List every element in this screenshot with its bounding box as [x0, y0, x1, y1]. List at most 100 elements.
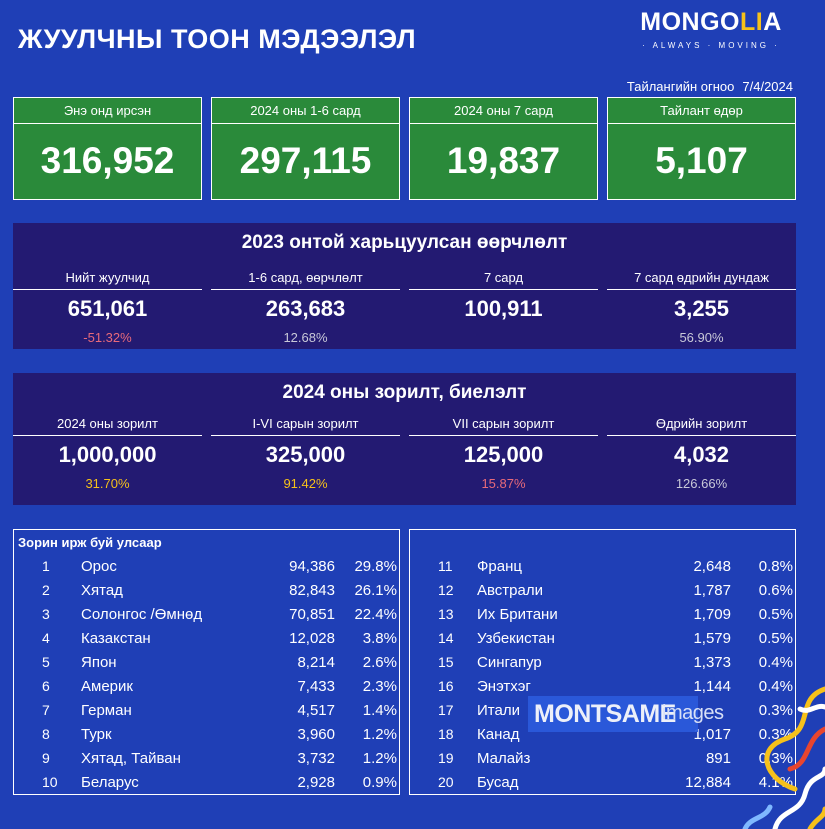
country-rank: 10 [42, 774, 58, 790]
country-rank: 15 [438, 654, 454, 670]
table-row: 2 Хятад 82,843 26.1% [14, 579, 401, 603]
country-percent: 26.1% [354, 582, 397, 599]
table-row: 4 Казакстан 12,028 3.8% [14, 627, 401, 651]
summary-card-label: 2024 оны 1-6 сард [212, 98, 399, 124]
report-date-value: 7/4/2024 [742, 79, 793, 94]
report-date: Тайлангийн огноо 7/4/2024 [627, 79, 793, 94]
country-rank: 5 [42, 654, 50, 670]
comparison-label: 7 сард өдрийн дундаж [607, 269, 796, 290]
comparison-title: 2023 онтой харьцуулсан өөрчлөлт [241, 232, 568, 253]
goal-percent: 31.70% [85, 476, 130, 491]
country-name: Энэтхэг [477, 678, 531, 695]
country-percent: 0.8% [758, 558, 793, 575]
country-name: Беларус [81, 774, 139, 791]
country-name: Казакстан [81, 630, 151, 647]
comparison-column: 7 сард 100,911 [409, 269, 598, 330]
table-row: 5 Япон 8,214 2.6% [14, 651, 401, 675]
country-name: Хятад, Тайван [81, 750, 181, 767]
country-count: 1,144 [693, 678, 731, 695]
goal-label: VII сарын зорилт [409, 415, 598, 436]
country-rank: 11 [438, 558, 453, 574]
country-rank: 14 [438, 630, 454, 646]
country-percent: 2.6% [362, 654, 397, 671]
country-rank: 4 [42, 630, 50, 646]
goal-percent: 91.42% [283, 476, 328, 491]
country-rank: 2 [42, 582, 50, 598]
country-name: Турк [81, 726, 112, 743]
table-row: 15 Сингапур 1,373 0.4% [410, 651, 797, 675]
table-row: 1 Орос 94,386 29.8% [14, 555, 401, 579]
comparison-panel: 2023 онтой харьцуулсан өөрчлөлт Нийт жуу… [13, 223, 796, 349]
country-percent: 3.8% [362, 630, 397, 647]
country-count: 94,386 [289, 558, 335, 575]
comparison-value: 100,911 [464, 296, 543, 321]
country-count: 2,648 [693, 558, 731, 575]
country-name: Малайз [477, 750, 531, 767]
country-name: Их Британи [477, 606, 558, 623]
goal-value: 325,000 [265, 442, 346, 467]
country-percent: 0.4% [758, 678, 793, 695]
country-percent: 0.5% [758, 630, 793, 647]
country-count: 70,851 [289, 606, 335, 623]
table-row: 7 Герман 4,517 1.4% [14, 699, 401, 723]
goal-percent: 15.87% [481, 476, 526, 491]
table-row: 13 Их Британи 1,709 0.5% [410, 603, 797, 627]
summary-card-label: 2024 оны 7 сард [410, 98, 597, 124]
country-count: 1,787 [693, 582, 731, 599]
country-name: Австрали [477, 582, 543, 599]
goals-title: 2024 оны зорилт, биелэлт [282, 382, 527, 403]
comparison-label: 7 сард [409, 269, 598, 290]
comparison-label: Нийт жуулчид [13, 269, 202, 290]
comparison-column: 7 сард өдрийн дундаж 3,255 56.90% [607, 269, 796, 345]
country-count: 8,214 [297, 654, 335, 671]
table-row: 11 Франц 2,648 0.8% [410, 555, 797, 579]
goal-column: Өдрийн зорилт 4,032 126.66% [607, 415, 796, 491]
country-rank: 9 [42, 750, 50, 766]
country-name: Хятад [81, 582, 123, 599]
summary-card-label: Тайлант өдөр [608, 98, 795, 124]
country-count: 1,373 [693, 654, 731, 671]
mongolia-logo: MONGOLIA · ALWAYS · MOVING · [631, 8, 791, 50]
comparison-value: 651,061 [67, 296, 148, 321]
country-table-title: Зорин ирж буй улсаар [18, 535, 162, 550]
country-rank: 13 [438, 606, 454, 622]
logo-wordmark: MONGOLIA [640, 8, 782, 36]
country-rank: 17 [438, 702, 454, 718]
country-rank: 20 [438, 774, 454, 790]
goal-value: 1,000,000 [58, 442, 157, 467]
country-percent: 0.5% [758, 606, 793, 623]
comparison-value: 3,255 [673, 296, 730, 321]
country-name: Солонгос /Өмнөд [81, 606, 203, 623]
comparison-percent: -51.32% [83, 330, 132, 345]
comparison-percent: 12.68% [283, 330, 328, 345]
summary-card-value: 19,837 [446, 140, 561, 181]
country-count: 4,517 [297, 702, 335, 719]
country-percent: 1.2% [362, 750, 397, 767]
country-percent: 0.9% [362, 774, 397, 791]
country-count: 1,709 [693, 606, 731, 623]
country-percent: 22.4% [354, 606, 397, 623]
summary-card: Энэ онд ирсэн 316,952 [13, 97, 202, 200]
table-row: 6 Америк 7,433 2.3% [14, 675, 401, 699]
table-row: 18 Канад 1,017 0.3% [410, 723, 797, 747]
country-rank: 7 [42, 702, 50, 718]
country-name: Герман [81, 702, 132, 719]
goal-value: 125,000 [463, 442, 544, 467]
country-percent: 1.2% [362, 726, 397, 743]
country-count: 3,960 [297, 726, 335, 743]
summary-card-value: 5,107 [655, 140, 748, 181]
goal-column: 2024 оны зорилт 1,000,000 31.70% [13, 415, 202, 491]
country-rank: 3 [42, 606, 50, 622]
watermark-suffix: images [662, 702, 724, 724]
summary-card: Тайлант өдөр 5,107 [607, 97, 796, 200]
table-row: 8 Турк 3,960 1.2% [14, 723, 401, 747]
goal-column: I-VI сарын зорилт 325,000 91.42% [211, 415, 400, 491]
country-count: 891 [705, 750, 731, 767]
country-count: 7,433 [297, 678, 335, 695]
country-name: Сингапур [477, 654, 542, 671]
country-table-left: Зорин ирж буй улсаар 1 Орос 94,386 29.8% 2 Хя… [13, 529, 400, 795]
country-table-right: 11 Франц 2,648 0.8% 12 Австрали 1,787 0.6% 13 Их … [409, 529, 796, 795]
country-count: 1,017 [693, 726, 731, 743]
comparison-column: Нийт жуулчид 651,061 -51.32% [13, 269, 202, 345]
table-row: 12 Австрали 1,787 0.6% [410, 579, 797, 603]
